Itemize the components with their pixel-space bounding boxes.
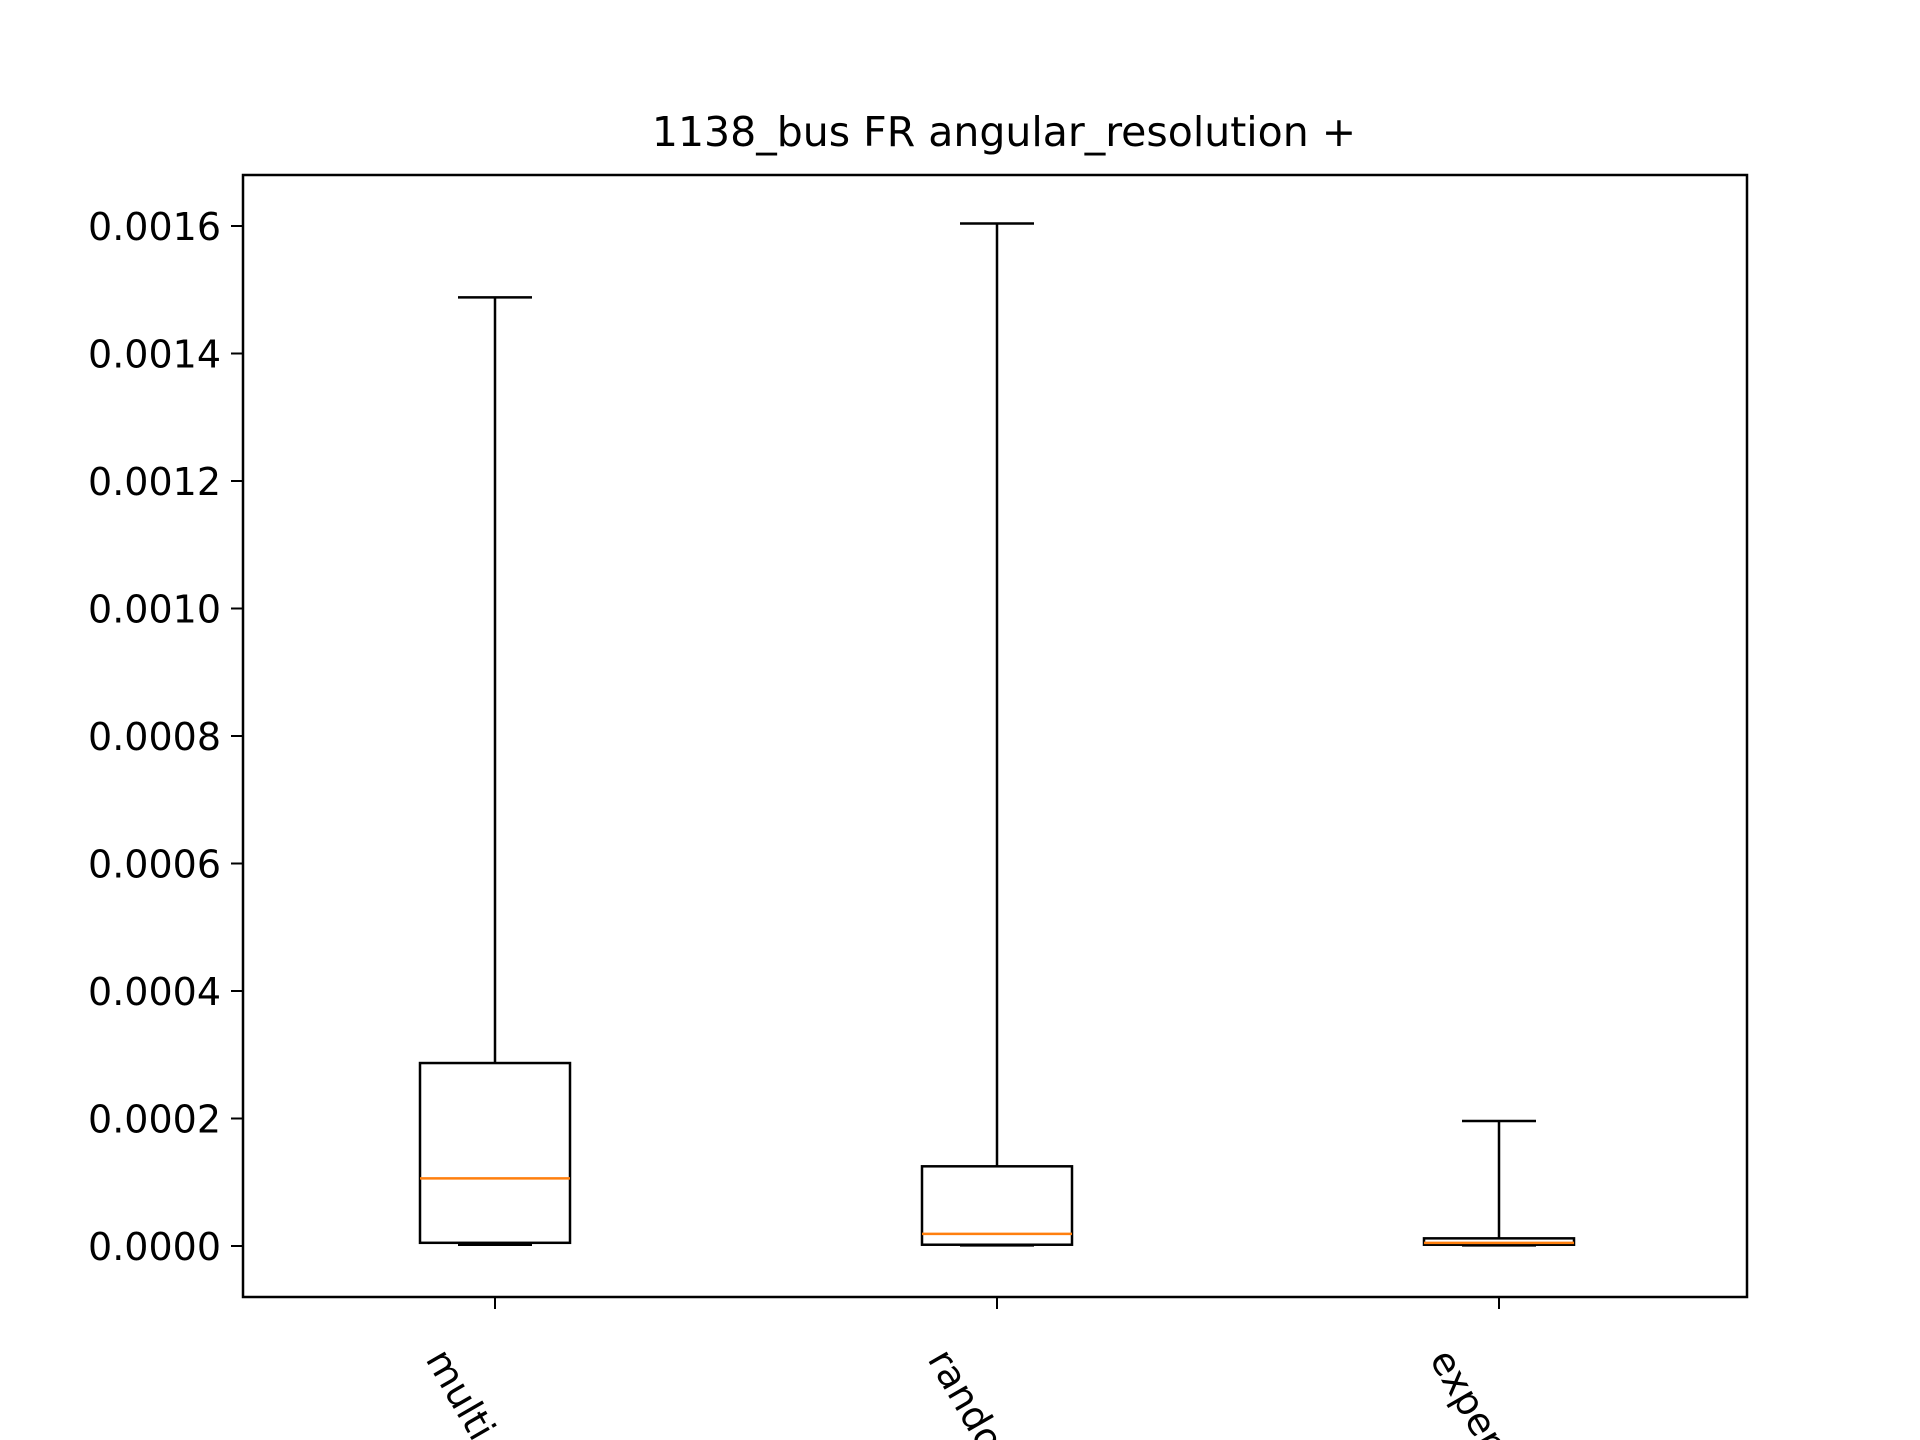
iqr-box [418, 1061, 572, 1245]
x-axis: multi_o random experie [417, 1297, 1530, 1440]
y-tick-label: 0.0010 [88, 588, 221, 632]
y-tick-label: 0.0000 [88, 1225, 221, 1269]
y-tick-label: 0.0012 [88, 460, 221, 504]
box-experience [1422, 1119, 1576, 1247]
y-axis: 0.0000 0.0002 0.0004 0.0006 0.0008 0.0010 0.00… [88, 205, 243, 1269]
x-tick-label: experie [1421, 1342, 1530, 1440]
box-random [920, 222, 1074, 1247]
y-tick-label: 0.0008 [88, 715, 221, 759]
y-tick-label: 0.0014 [88, 333, 221, 377]
x-tick-label: random [919, 1342, 1031, 1440]
y-tick-label: 0.0004 [88, 970, 221, 1014]
x-tick-label: multi_o [417, 1342, 525, 1440]
box-multi_objective [418, 296, 572, 1246]
iqr-box [1422, 1237, 1576, 1246]
chart-title: 1138_bus FR angular_resolution + [652, 108, 1356, 156]
box-plot-series [418, 222, 1576, 1247]
y-tick-label: 0.0016 [88, 205, 221, 249]
y-tick-label: 0.0002 [88, 1098, 221, 1142]
y-tick-label: 0.0006 [88, 843, 221, 887]
iqr-box [920, 1165, 1074, 1246]
plot-area-frame [241, 173, 1749, 1299]
